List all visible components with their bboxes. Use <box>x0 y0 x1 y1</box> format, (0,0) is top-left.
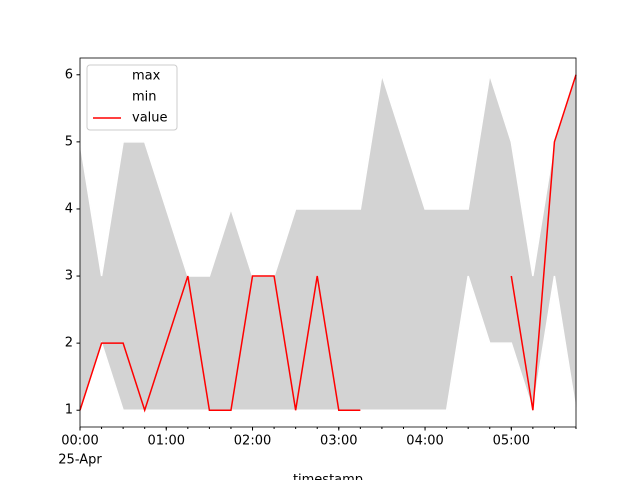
y-tick-label: 2 <box>65 336 73 351</box>
y-tick-label: 3 <box>65 269 73 284</box>
y-tick-label: 6 <box>65 67 73 82</box>
y-tick-label: 5 <box>65 134 73 149</box>
y-tick-label: 4 <box>65 201 73 216</box>
series-line <box>79 275 577 411</box>
plot-frame <box>79 57 577 428</box>
x-tick-label: 02:00 <box>234 434 271 449</box>
series-line <box>79 74 577 413</box>
x-tick-label: 01:00 <box>148 434 185 449</box>
x-date-label: 25-Apr <box>58 453 102 468</box>
x-tick-label: 05:00 <box>493 434 530 449</box>
x-axis-label: timestamp <box>293 473 363 480</box>
x-tick-label: 03:00 <box>320 434 357 449</box>
legend-label: min <box>132 90 157 105</box>
legend-box <box>86 64 178 131</box>
y-tick-label: 1 <box>65 403 73 418</box>
x-tick-label: 00:00 <box>61 434 98 449</box>
legend-label: value <box>132 111 168 126</box>
legend-label: max <box>132 69 161 84</box>
series-line <box>79 74 577 277</box>
x-tick-label: 04:00 <box>406 434 443 449</box>
